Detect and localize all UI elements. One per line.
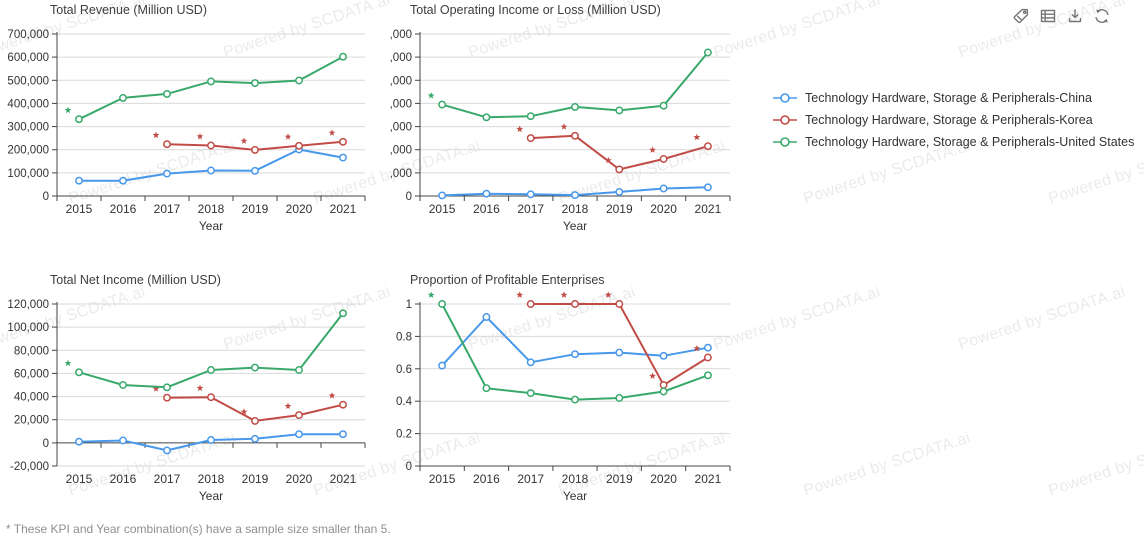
chart-profitable-proportion: Proportion of Profitable Enterprises 0 0.… [390, 270, 740, 522]
svg-text:40,000: 40,000 [390, 145, 412, 157]
legend-marker-icon [773, 93, 797, 103]
svg-text:60,000: 60,000 [390, 122, 412, 134]
svg-text:0: 0 [43, 191, 49, 203]
svg-text:100,000: 100,000 [7, 168, 49, 180]
chart-title: Proportion of Profitable Enterprises [410, 273, 605, 287]
svg-text:2016: 2016 [110, 202, 137, 216]
svg-text:120,000: 120,000 [7, 299, 49, 311]
svg-text:2018: 2018 [198, 202, 225, 216]
chart-total-revenue: Total Revenue (Million USD) 0 100,000 200,… [0, 0, 380, 252]
legend-item-united-states[interactable]: Technology Hardware, Storage & Periphera… [772, 134, 1134, 150]
svg-text:2020: 2020 [650, 202, 677, 216]
svg-text:2015: 2015 [66, 472, 93, 486]
svg-text:2018: 2018 [562, 472, 589, 486]
svg-text:2019: 2019 [242, 202, 269, 216]
svg-text:Year: Year [563, 219, 587, 233]
svg-text:2017: 2017 [154, 472, 181, 486]
chart-total-net-income: Total Net Income (Million USD) -20,000 0 2… [0, 270, 380, 522]
svg-text:20,000: 20,000 [390, 168, 412, 180]
svg-text:0.8: 0.8 [396, 331, 412, 343]
svg-text:80,000: 80,000 [390, 98, 412, 110]
svg-text:2021: 2021 [330, 472, 357, 486]
svg-text:600,000: 600,000 [7, 52, 49, 64]
svg-text:500,000: 500,000 [7, 75, 49, 87]
svg-text:2016: 2016 [473, 472, 500, 486]
total-revenue-plot[interactable]: 0 100,000 200,000 300,000 400,000 500,000 600,… [0, 0, 380, 252]
profitable-proportion-plot[interactable]: 0 0.2 0.4 0.6 0.8 1 2015 2016 2017 2018 2019 2020 20… [390, 270, 740, 522]
svg-text:2020: 2020 [286, 202, 313, 216]
chart-title: Total Revenue (Million USD) [50, 3, 208, 17]
chart-title: Total Operating Income or Loss (Million … [410, 3, 661, 17]
svg-text:2019: 2019 [606, 472, 633, 486]
data-view-icon [1040, 9, 1056, 23]
legend-item-china[interactable]: Technology Hardware, Storage & Periphera… [772, 90, 1134, 106]
svg-text:2017: 2017 [517, 472, 544, 486]
refresh-button[interactable] [1093, 7, 1111, 25]
svg-text:2017: 2017 [154, 202, 181, 216]
svg-text:Year: Year [199, 219, 223, 233]
svg-text:2021: 2021 [695, 472, 722, 486]
watermark-text: Powered by SCDATA.ai [1046, 429, 1144, 500]
svg-text:400,000: 400,000 [7, 98, 49, 110]
sample-size-footnote: * These KPI and Year combination(s) have… [6, 522, 391, 536]
svg-text:0.6: 0.6 [396, 364, 412, 376]
svg-text:100,000: 100,000 [7, 322, 49, 334]
legend-item-korea[interactable]: Technology Hardware, Storage & Periphera… [772, 112, 1134, 128]
svg-text:2020: 2020 [286, 472, 313, 486]
svg-text:0.4: 0.4 [396, 396, 413, 408]
legend: Technology Hardware, Storage & Periphera… [772, 90, 1134, 150]
svg-text:2021: 2021 [330, 202, 357, 216]
watermark-text: Powered by SCDATA.ai [956, 283, 1128, 354]
svg-text:300,000: 300,000 [7, 122, 49, 134]
svg-text:Year: Year [563, 489, 587, 503]
svg-text:200,000: 200,000 [7, 145, 49, 157]
svg-text:1: 1 [406, 299, 412, 311]
legend-label: Technology Hardware, Storage & Periphera… [805, 135, 1135, 149]
svg-text:140,000: 140,000 [390, 29, 412, 41]
chart-toolbar [1012, 7, 1111, 25]
svg-text:2019: 2019 [242, 472, 269, 486]
total-operating-income-plot[interactable]: 0 20,000 40,000 60,000 80,000 100,000 120,000 1… [390, 0, 740, 252]
svg-text:40,000: 40,000 [14, 392, 49, 404]
svg-text:700,000: 700,000 [7, 29, 49, 41]
svg-text:2016: 2016 [473, 202, 500, 216]
download-button[interactable] [1066, 7, 1084, 25]
watermark-text: Powered by SCDATA.ai [801, 429, 973, 500]
svg-text:2021: 2021 [695, 202, 722, 216]
legend-marker-icon [773, 115, 797, 125]
svg-text:2017: 2017 [517, 202, 544, 216]
data-view-button[interactable] [1039, 7, 1057, 25]
svg-text:0: 0 [43, 438, 49, 450]
svg-text:2020: 2020 [650, 472, 677, 486]
svg-text:2018: 2018 [198, 472, 225, 486]
svg-text:100,000: 100,000 [390, 75, 412, 87]
svg-text:2015: 2015 [66, 202, 93, 216]
tag-tool-button[interactable] [1012, 7, 1030, 25]
chart-title: Total Net Income (Million USD) [50, 273, 221, 287]
svg-text:2015: 2015 [429, 202, 456, 216]
svg-text:60,000: 60,000 [14, 368, 49, 380]
legend-marker-icon [773, 137, 797, 147]
svg-text:80,000: 80,000 [14, 345, 49, 357]
svg-text:2016: 2016 [110, 472, 137, 486]
svg-text:2015: 2015 [429, 472, 456, 486]
svg-text:0: 0 [406, 191, 412, 203]
svg-text:0: 0 [406, 461, 412, 473]
svg-text:-20,000: -20,000 [10, 461, 49, 473]
svg-text:120,000: 120,000 [390, 52, 412, 64]
tag-icon [1013, 8, 1029, 24]
svg-text:Year: Year [199, 489, 223, 503]
svg-text:2018: 2018 [562, 202, 589, 216]
chart-total-operating-income: Total Operating Income or Loss (Million … [390, 0, 740, 252]
refresh-icon [1095, 9, 1109, 23]
legend-label: Technology Hardware, Storage & Periphera… [805, 91, 1092, 105]
total-net-income-plot[interactable]: -20,000 0 20,000 40,000 60,000 80,000 100,000 1… [0, 270, 380, 522]
download-icon [1068, 9, 1082, 23]
legend-label: Technology Hardware, Storage & Periphera… [805, 113, 1093, 127]
svg-text:2019: 2019 [606, 202, 633, 216]
svg-text:0.2: 0.2 [396, 429, 412, 441]
svg-text:20,000: 20,000 [14, 415, 49, 427]
